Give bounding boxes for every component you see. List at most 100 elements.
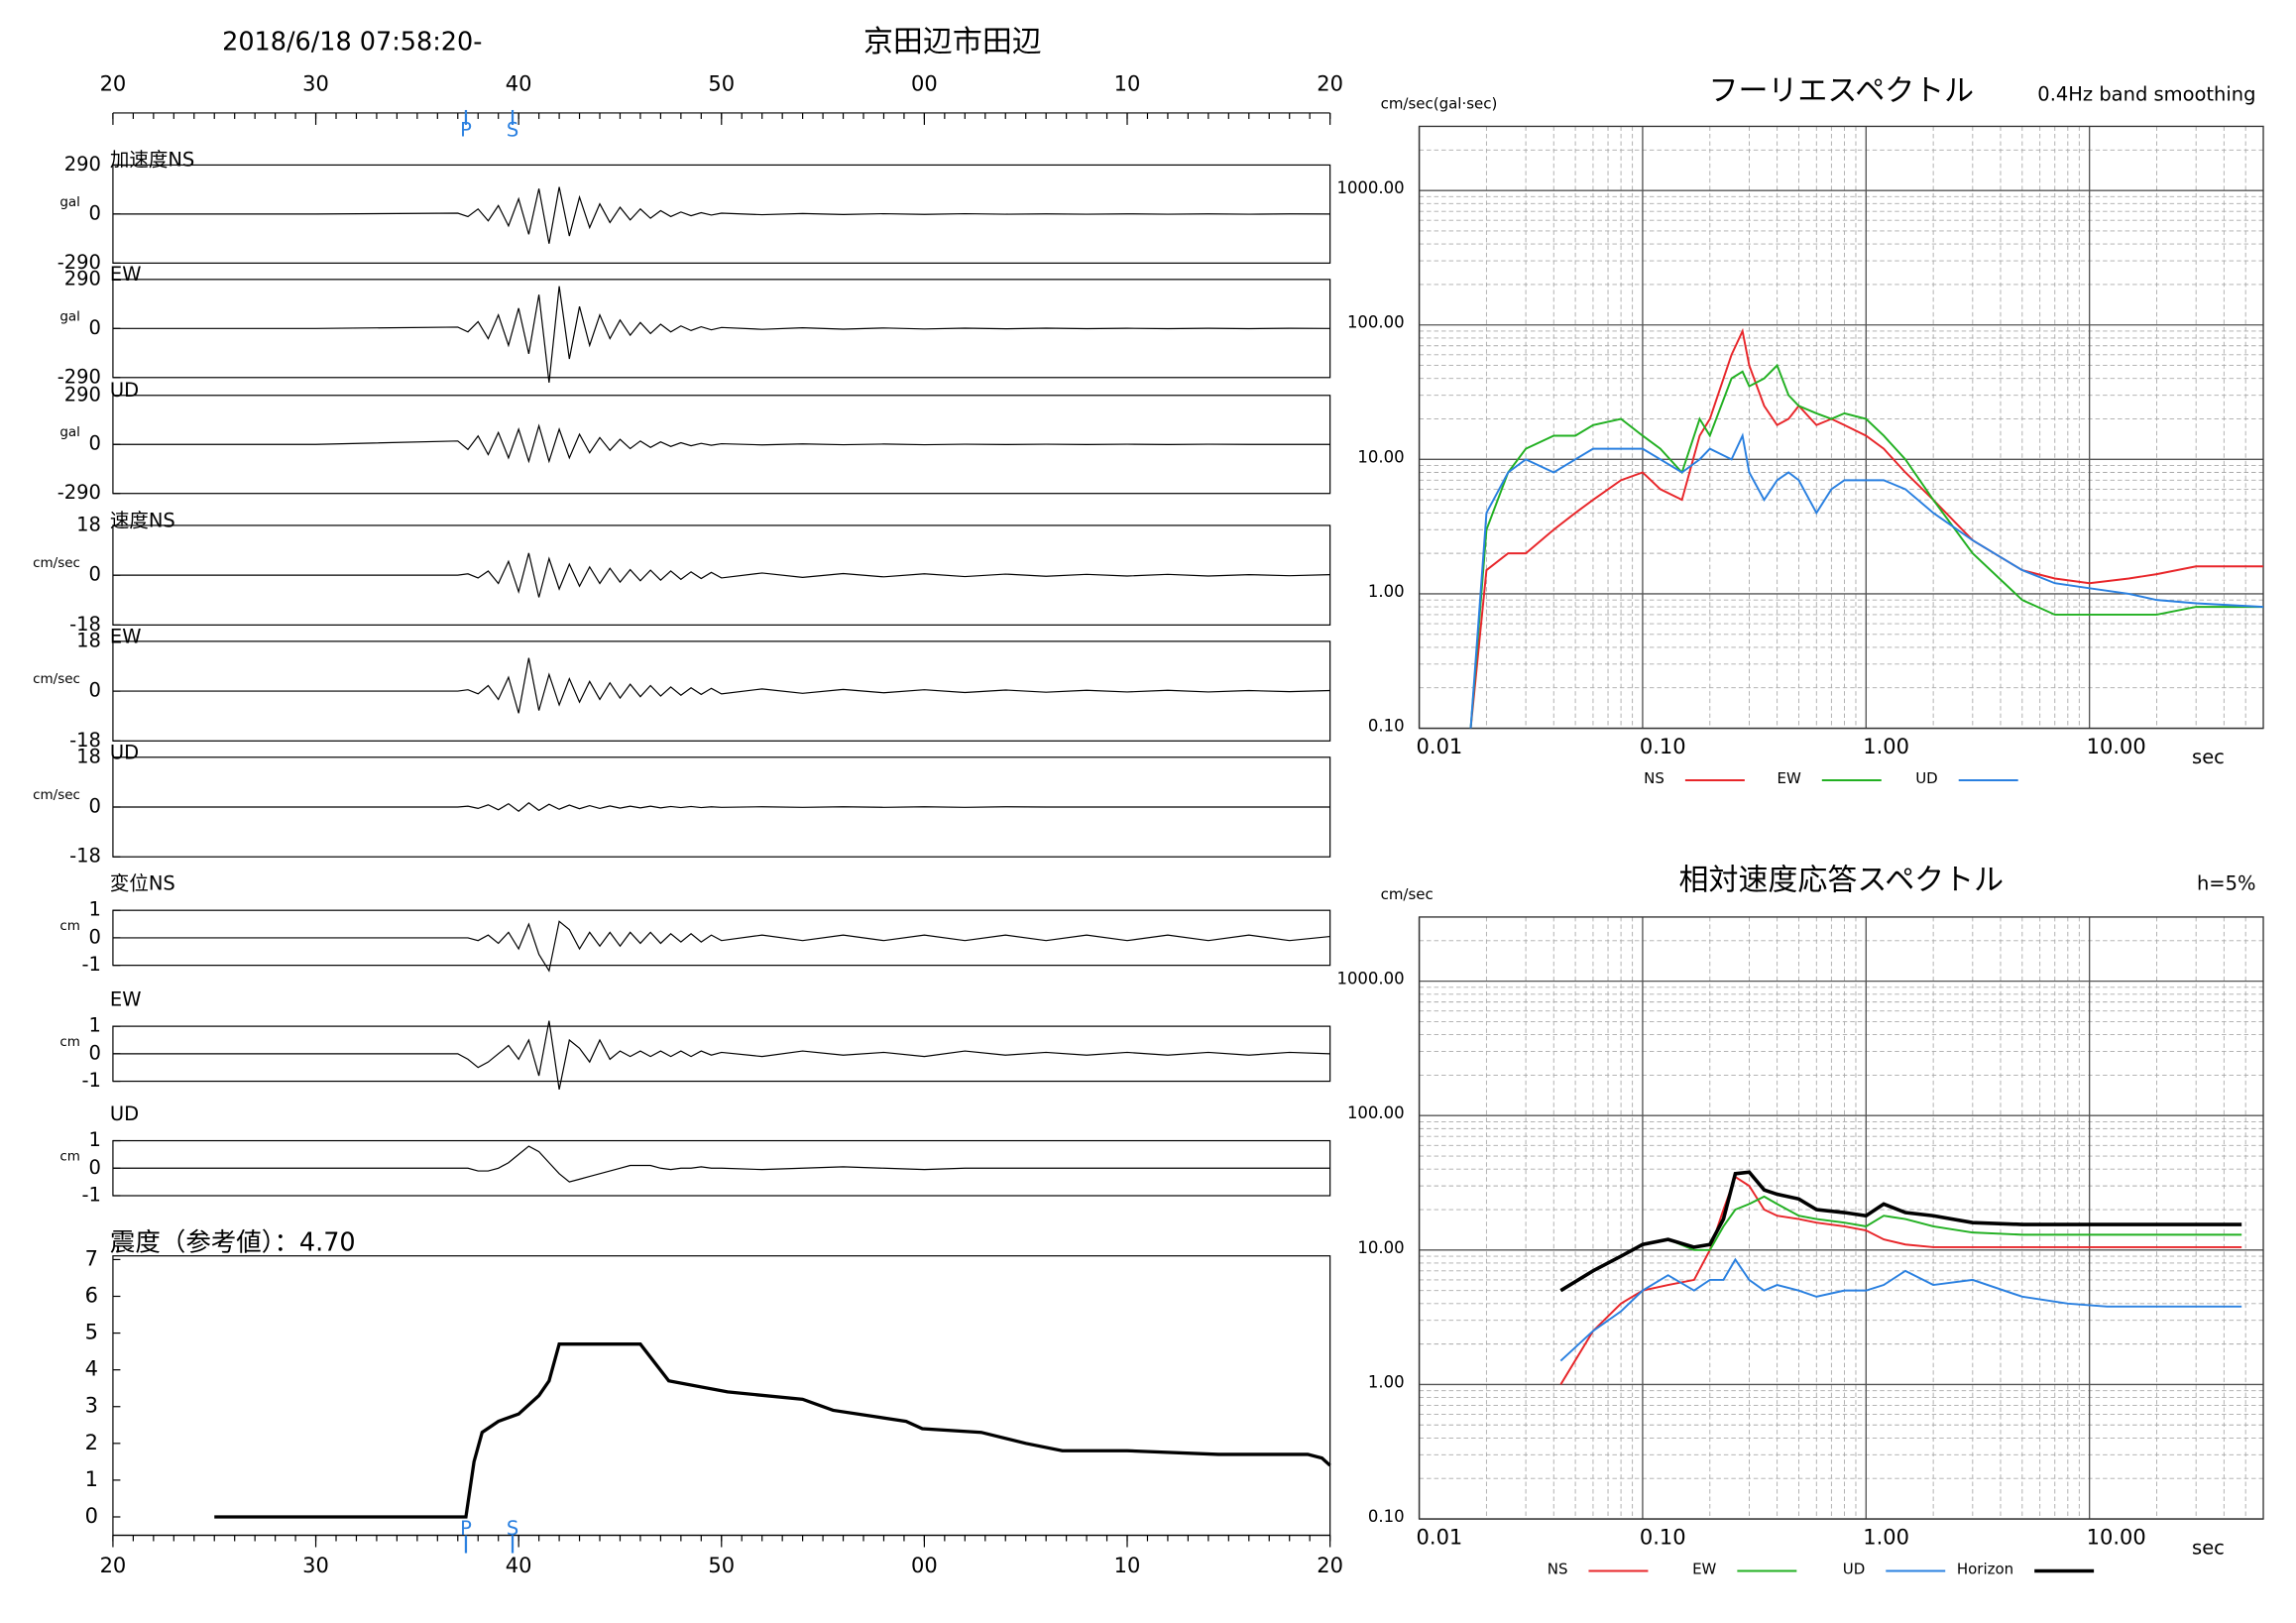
x-tick-label: 1.00: [1863, 735, 1909, 758]
waveform: [112, 286, 1330, 383]
x-tick-label: 20: [1317, 71, 1343, 95]
unit-label: cm: [59, 1148, 80, 1164]
phase-label: S: [507, 1517, 518, 1540]
x-tick-label: 30: [302, 71, 329, 95]
y-tick-label: 290: [64, 383, 101, 406]
panel-label: UD: [110, 1102, 139, 1125]
waveform: [112, 802, 1330, 812]
spectrum-line: [1469, 327, 2264, 729]
y-tick-label: 0: [89, 432, 101, 455]
y-tick-label: 1.00: [1368, 1372, 1405, 1391]
y-tick-label: -290: [57, 251, 101, 274]
y-tick-label: -290: [57, 365, 101, 388]
y-tick-label: 290: [64, 153, 101, 175]
x-tick-label: 10.00: [2087, 735, 2146, 758]
x-tick-label: 10.00: [2087, 1526, 2146, 1550]
panel-label: UD: [110, 379, 139, 402]
y-axis-label: cm/sec: [1381, 885, 1434, 903]
unit-label: cm: [59, 918, 80, 934]
legend-label: UD: [1915, 769, 1938, 787]
y-tick-label: -18: [69, 845, 101, 868]
x-axis-label: sec: [2192, 1537, 2225, 1560]
panel-label: 速度NS: [110, 510, 175, 532]
y-tick-label: 1: [85, 1467, 98, 1491]
chart-subtitle: 0.4Hz band smoothing: [2037, 82, 2255, 105]
y-tick-label: 0: [89, 925, 101, 948]
x-tick-label: 20: [100, 71, 127, 95]
x-axis-label: sec: [2192, 746, 2225, 768]
panel-label: EW: [110, 263, 142, 286]
y-tick-label: 0: [89, 1041, 101, 1064]
y-tick-label: 1000.00: [1336, 178, 1404, 197]
x-tick-label: 20: [100, 1554, 127, 1577]
chart-title: 震度（参考値）：4.70: [110, 1228, 356, 1258]
unit-label: cm/sec: [33, 671, 80, 687]
unit-label: cm/sec: [33, 555, 80, 571]
legend-label: NS: [1548, 1561, 1568, 1578]
y-tick-label: 10.00: [1357, 447, 1404, 466]
intensity-line: [214, 1342, 1331, 1519]
y-tick-label: 5: [85, 1321, 98, 1344]
y-tick-label: 0: [89, 1156, 101, 1179]
legend-label: NS: [1644, 769, 1665, 787]
panel-label: 加速度NS: [110, 148, 194, 171]
chart-subtitle: h=5%: [2197, 871, 2256, 894]
waveform: [112, 186, 1330, 244]
plot-frame: [1418, 916, 2264, 1520]
chart-title: 相対速度応答スペクトル: [1679, 863, 2005, 897]
unit-label: cm: [59, 1034, 80, 1050]
legend-label: EW: [1778, 769, 1801, 787]
y-tick-label: -1: [82, 1183, 101, 1206]
x-tick-label: 40: [506, 1554, 532, 1577]
legend-label: UD: [1843, 1561, 1866, 1578]
y-tick-label: -18: [69, 613, 101, 636]
legend-label: EW: [1692, 1561, 1716, 1578]
x-tick-label: 0.10: [1640, 735, 1686, 758]
y-tick-label: 3: [85, 1394, 98, 1418]
spectrum-line: [1559, 1175, 2242, 1385]
y-tick-label: 6: [85, 1283, 98, 1307]
y-tick-label: 0: [89, 316, 101, 339]
y-tick-label: 2: [85, 1431, 98, 1454]
x-tick-label: 40: [506, 71, 532, 95]
x-tick-label: 30: [302, 1554, 329, 1577]
waveform: [112, 1145, 1330, 1183]
y-tick-label: -1: [82, 953, 101, 976]
panel-label: EW: [110, 987, 142, 1010]
y-tick-label: 0: [89, 795, 101, 818]
y-tick-label: 100.00: [1347, 1103, 1405, 1122]
spectrum-line: [1559, 1257, 2242, 1362]
x-tick-label: 00: [911, 71, 938, 95]
y-tick-label: 0.10: [1368, 717, 1405, 736]
spectrum-line: [1469, 432, 2264, 729]
y-tick-label: -1: [82, 1069, 101, 1092]
x-tick-label: 1.00: [1863, 1526, 1909, 1550]
x-tick-label: 10: [1114, 71, 1141, 95]
waveform: [112, 920, 1330, 973]
y-tick-label: 0: [89, 679, 101, 702]
x-tick-label: 0.10: [1640, 1526, 1686, 1550]
y-tick-label: -18: [69, 729, 101, 752]
y-tick-label: 0: [89, 563, 101, 586]
panel-label: EW: [110, 626, 142, 648]
unit-label: gal: [59, 308, 80, 324]
y-tick-label: 18: [76, 513, 101, 535]
x-tick-label: 50: [708, 71, 735, 95]
chart-title: フーリエスペクトル: [1708, 73, 1974, 108]
x-tick-label: 10: [1114, 1554, 1141, 1577]
record-time: 2018/6/18 07:58:20-: [222, 28, 482, 58]
station-name: 京田辺市田辺: [863, 25, 1042, 59]
spectrum-line: [1469, 363, 2264, 729]
waveform: [112, 1020, 1330, 1091]
spectrum-line: [1559, 1170, 2242, 1293]
x-tick-label: 50: [708, 1554, 735, 1577]
y-tick-label: 1: [89, 1128, 101, 1151]
y-tick-label: 10.00: [1357, 1238, 1404, 1257]
phase-label: P: [460, 118, 472, 141]
x-tick-label: 0.01: [1417, 1526, 1463, 1550]
y-tick-label: 100.00: [1347, 313, 1405, 332]
x-tick-label: 20: [1317, 1554, 1343, 1577]
